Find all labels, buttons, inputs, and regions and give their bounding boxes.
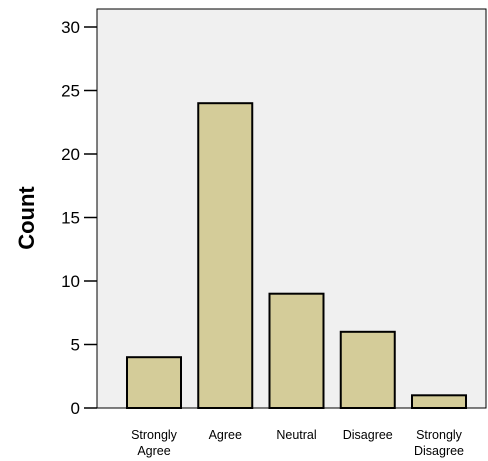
y-tick-label: 10 xyxy=(61,272,80,291)
x-tick-label-line: Agree xyxy=(209,428,242,442)
x-tick-label-line: Disagree xyxy=(414,444,464,458)
x-tick-label: Disagree xyxy=(343,428,393,442)
y-tick-label: 0 xyxy=(71,399,80,418)
y-axis-title: Count xyxy=(14,186,39,250)
y-tick-label: 5 xyxy=(71,336,80,355)
bar xyxy=(126,356,182,410)
x-tick-label: Agree xyxy=(209,428,242,442)
bar xyxy=(411,394,467,409)
x-tick-label: Strongly Disagree xyxy=(414,428,464,458)
bar xyxy=(339,330,396,409)
x-tick-label-line: Strongly xyxy=(416,428,463,442)
x-tick-label: Neutral xyxy=(276,428,316,442)
bars xyxy=(126,102,467,410)
y-tick-label: 30 xyxy=(61,18,80,37)
bar xyxy=(268,292,325,410)
y-tick-label: 25 xyxy=(61,82,80,101)
bar xyxy=(197,102,254,409)
y-tick-label: 15 xyxy=(61,209,80,228)
x-tick-label: Strongly Agree xyxy=(131,428,178,458)
x-tick-label-line: Neutral xyxy=(276,428,316,442)
x-tick-label-line: Disagree xyxy=(343,428,393,442)
y-axis: 0 5 10 15 20 25 30 xyxy=(61,18,97,418)
x-tick-label-line: Agree xyxy=(137,444,170,458)
y-tick-label: 20 xyxy=(61,145,80,164)
x-tick-label-line: Strongly xyxy=(131,428,178,442)
